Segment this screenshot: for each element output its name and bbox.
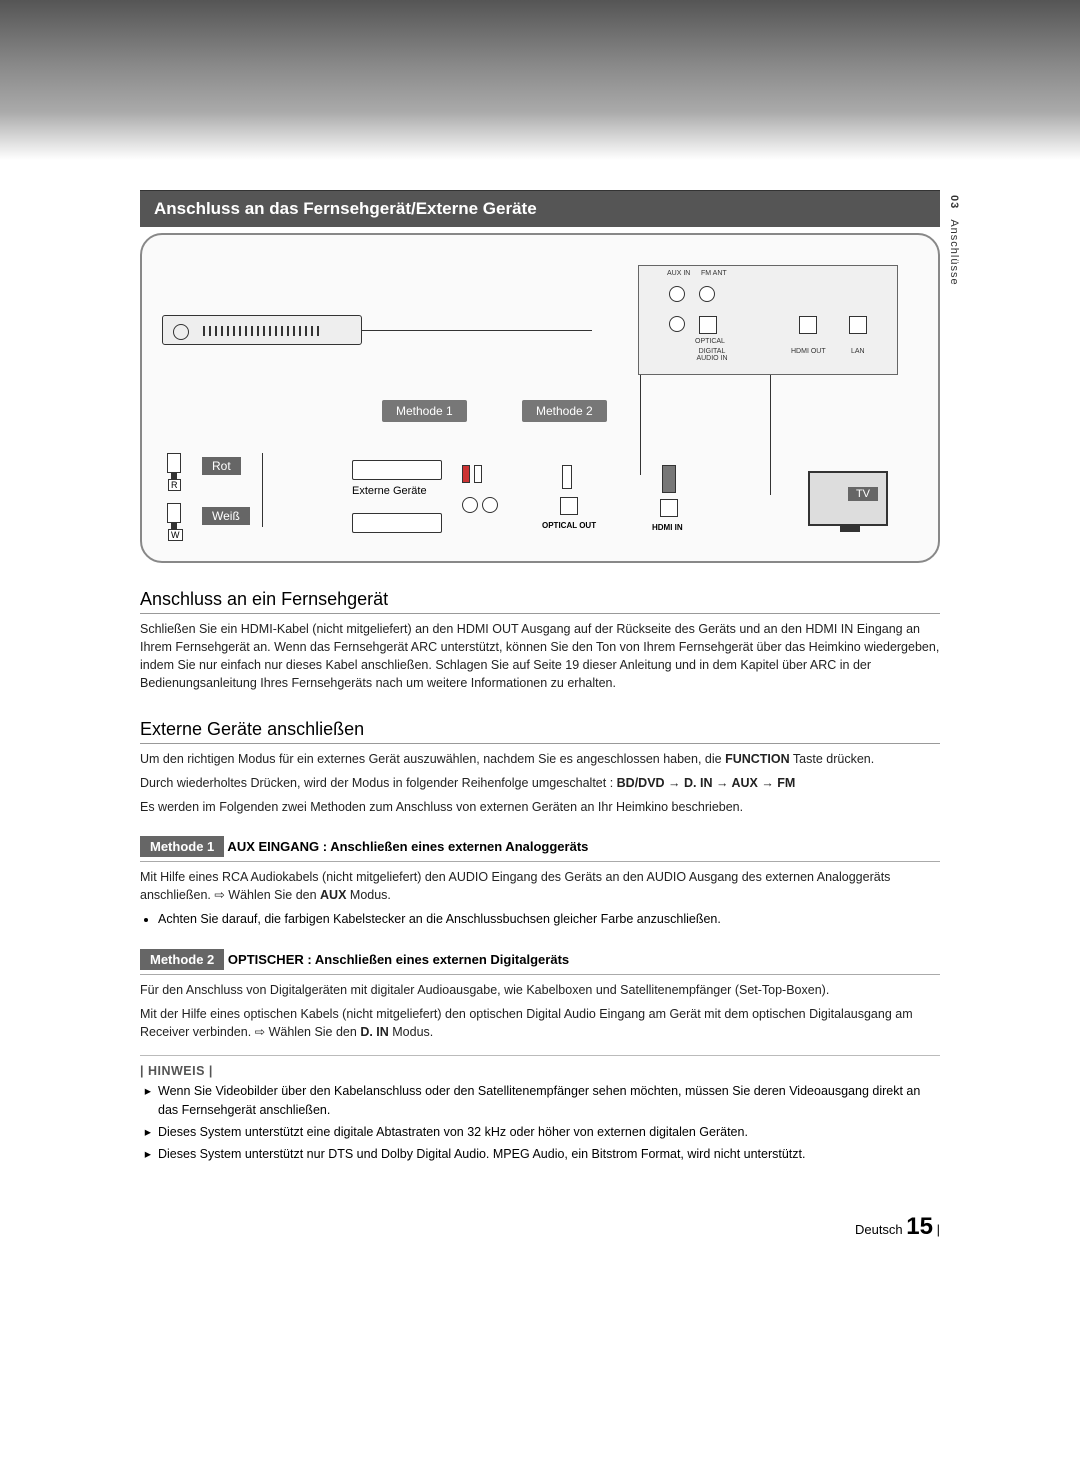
optical-plug-top bbox=[562, 465, 572, 489]
mode-sequence: BD/DVD → D. IN → AUX → FM bbox=[617, 776, 796, 790]
sub2-p2a: Durch wiederholtes Drücken, wird der Mod… bbox=[140, 776, 617, 790]
main-unit-icon bbox=[162, 315, 362, 345]
hdmi-in-label: HDMI IN bbox=[652, 523, 683, 532]
sub1-title: Anschluss an ein Fernsehgerät bbox=[140, 589, 940, 614]
tv-label: TV bbox=[848, 487, 878, 501]
optical-port bbox=[699, 316, 717, 334]
lan-port bbox=[849, 316, 867, 334]
note-3: Dieses System unterstützt nur DTS und Do… bbox=[158, 1145, 940, 1164]
rca-white-plug bbox=[474, 465, 482, 483]
back-panel: AUX IN FM ANT OPTICAL DIGITAL AUDIO IN H… bbox=[638, 265, 898, 375]
hdmi-out-label: HDMI OUT bbox=[791, 348, 826, 355]
page-footer: Deutsch 15 | bbox=[140, 1213, 940, 1241]
note-2: Dieses System unterstützt eine digitale … bbox=[158, 1123, 940, 1142]
fm-ant-label: FM ANT bbox=[701, 270, 727, 277]
m2-p2: Mit der Hilfe eines optischen Kabels (ni… bbox=[140, 1005, 940, 1041]
chapter-number: 03 bbox=[948, 195, 960, 209]
function-bold: FUNCTION bbox=[725, 752, 790, 766]
plug-w-icon bbox=[167, 503, 181, 523]
ext-optical-port bbox=[560, 497, 578, 515]
m1-body: Mit Hilfe eines RCA Audiokabels (nicht m… bbox=[140, 868, 940, 904]
lan-label: LAN bbox=[851, 348, 865, 355]
method1-title: AUX EINGANG : Anschließen eines externen… bbox=[224, 839, 588, 854]
ext-jack-1 bbox=[462, 497, 478, 513]
section-title-bar: Anschluss an das Fernsehgerät/Externe Ge… bbox=[140, 190, 940, 227]
header-gradient bbox=[0, 0, 1080, 160]
rca-red-plug bbox=[462, 465, 470, 483]
side-chapter-label: 03 Anschlüsse bbox=[948, 195, 960, 286]
sub1-body: Schließen Sie ein HDMI-Kabel (nicht mitg… bbox=[140, 620, 940, 693]
plug-r-icon bbox=[167, 453, 181, 473]
page-content: 03 Anschlüsse Anschluss an das Fernsehge… bbox=[0, 160, 1080, 1281]
footer-page: 15 bbox=[906, 1213, 933, 1240]
method2-tag: Methode 2 bbox=[522, 400, 607, 422]
m2-p2c: Modus. bbox=[389, 1025, 433, 1039]
footer-lang: Deutsch bbox=[855, 1222, 903, 1237]
hinweis-label: | HINWEIS | bbox=[140, 1055, 940, 1078]
chapter-name: Anschlüsse bbox=[948, 219, 960, 285]
sub2-p1c: Taste drücken. bbox=[790, 752, 875, 766]
m1-p1c: Modus. bbox=[346, 888, 390, 902]
plug-w-letter: W bbox=[168, 529, 183, 541]
key-divider bbox=[262, 453, 263, 527]
digital-audio-label: DIGITAL AUDIO IN bbox=[687, 348, 737, 362]
optical-out-label: OPTICAL OUT bbox=[542, 521, 596, 530]
plug-r-letter: R bbox=[168, 479, 181, 491]
method2-head: Methode 2 bbox=[140, 949, 224, 970]
optical-label: OPTICAL bbox=[695, 338, 725, 345]
method2-row: Methode 2 OPTISCHER : Anschließen eines … bbox=[140, 945, 940, 975]
sub2-p1a: Um den richtigen Modus für ein externes … bbox=[140, 752, 725, 766]
ext-device-1 bbox=[352, 460, 442, 480]
hdmi-plug-1 bbox=[662, 465, 676, 493]
weiss-label: Weiß bbox=[202, 507, 250, 525]
hdmi-in-port bbox=[660, 499, 678, 517]
cable-line-1 bbox=[362, 330, 592, 331]
cable-line-3 bbox=[770, 375, 771, 495]
sub2-title: Externe Geräte anschließen bbox=[140, 719, 940, 744]
ext-device-2 bbox=[352, 513, 442, 533]
sub2-p2: Durch wiederholtes Drücken, wird der Mod… bbox=[140, 774, 940, 792]
m1-bullet: Achten Sie darauf, die farbigen Kabelste… bbox=[158, 910, 940, 929]
m1-aux: AUX bbox=[320, 888, 346, 902]
cable-line-2 bbox=[640, 375, 641, 475]
method2-title: OPTISCHER : Anschließen eines externen D… bbox=[224, 952, 569, 967]
sub2-p1: Um den richtigen Modus für ein externes … bbox=[140, 750, 940, 768]
aux-r-port bbox=[669, 316, 685, 332]
method1-head: Methode 1 bbox=[140, 836, 224, 857]
method1-row: Methode 1 AUX EINGANG : Anschließen eine… bbox=[140, 832, 940, 862]
aux-l-port bbox=[669, 286, 685, 302]
hdmi-out-port bbox=[799, 316, 817, 334]
fm-port bbox=[699, 286, 715, 302]
aux-in-label: AUX IN bbox=[667, 270, 690, 277]
ext-jack-2 bbox=[482, 497, 498, 513]
method1-tag: Methode 1 bbox=[382, 400, 467, 422]
m2-p2a: Mit der Hilfe eines optischen Kabels (ni… bbox=[140, 1007, 913, 1039]
connection-diagram: AUX IN FM ANT OPTICAL DIGITAL AUDIO IN H… bbox=[140, 233, 940, 563]
m1-p1: Mit Hilfe eines RCA Audiokabels (nicht m… bbox=[140, 870, 890, 902]
sub2-p3: Es werden im Folgenden zwei Methoden zum… bbox=[140, 798, 940, 816]
m2-din: D. IN bbox=[360, 1025, 388, 1039]
m2-p1: Für den Anschluss von Digitalgeräten mit… bbox=[140, 981, 940, 999]
note-1: Wenn Sie Videobilder über den Kabelansch… bbox=[158, 1082, 940, 1120]
ext-device-label: Externe Geräte bbox=[352, 485, 427, 497]
rot-label: Rot bbox=[202, 457, 241, 475]
